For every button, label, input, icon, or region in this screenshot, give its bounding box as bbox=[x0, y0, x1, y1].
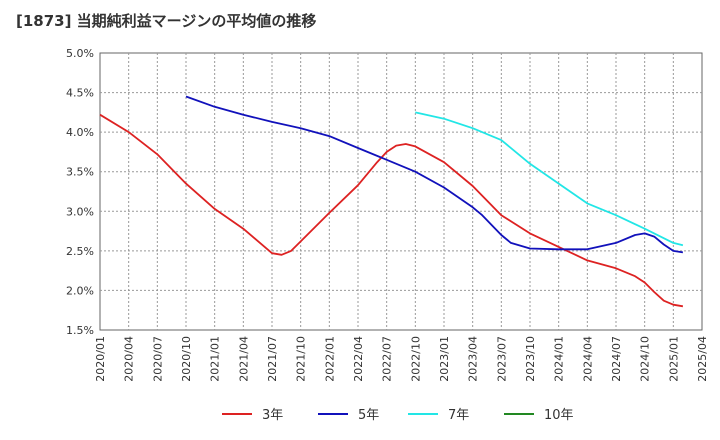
x-tick-label: 2023/01 bbox=[438, 336, 451, 382]
legend-label: 3年 bbox=[262, 408, 283, 423]
series-line bbox=[415, 111, 684, 247]
y-tick-label: 3.0% bbox=[66, 205, 94, 218]
y-tick-label: 2.5% bbox=[66, 245, 94, 258]
x-tick-label: 2023/10 bbox=[524, 336, 537, 382]
x-tick-label: 2022/04 bbox=[352, 336, 365, 382]
chart-title: [1873] 当期純利益マージンの平均値の推移 bbox=[16, 12, 316, 30]
legend-label: 5年 bbox=[358, 408, 379, 423]
x-tick-label: 2021/01 bbox=[209, 336, 222, 382]
y-tick-label: 2.0% bbox=[66, 284, 94, 297]
x-tick-label: 2024/07 bbox=[610, 336, 623, 382]
x-tick-label: 2022/01 bbox=[323, 336, 336, 382]
x-tick-label: 2022/07 bbox=[381, 336, 394, 382]
y-tick-label: 5.0% bbox=[66, 47, 94, 60]
x-tick-label: 2022/10 bbox=[409, 336, 422, 382]
grid-lines bbox=[100, 53, 702, 330]
x-tick-label: 2021/04 bbox=[237, 336, 250, 382]
x-tick-label: 2024/04 bbox=[581, 336, 594, 382]
x-tick-label: 2024/10 bbox=[639, 336, 652, 382]
plot-area bbox=[99, 52, 703, 331]
x-tick-label: 2021/10 bbox=[295, 336, 308, 382]
series-line bbox=[185, 95, 684, 254]
y-tick-label: 1.5% bbox=[66, 324, 94, 337]
legend-label: 7年 bbox=[448, 408, 469, 423]
y-tick-label: 4.5% bbox=[66, 87, 94, 100]
legend-label: 10年 bbox=[544, 408, 574, 423]
y-axis: 1.5% 2.0% 2.5% 3.0% 3.5% 4.0% 4.5% 5.0% bbox=[66, 47, 94, 337]
x-tick-label: 2020/04 bbox=[123, 336, 136, 382]
x-tick-label: 2025/04 bbox=[696, 336, 709, 382]
x-tick-label: 2023/04 bbox=[467, 336, 480, 382]
x-tick-label: 2020/01 bbox=[94, 336, 107, 382]
x-tick-label: 2020/10 bbox=[180, 336, 193, 382]
x-tick-label: 2024/01 bbox=[553, 336, 566, 382]
x-tick-label: 2025/01 bbox=[667, 336, 680, 382]
x-tick-label: 2021/07 bbox=[266, 336, 279, 382]
y-tick-label: 4.0% bbox=[66, 126, 94, 139]
series-line bbox=[99, 113, 684, 308]
x-tick-label: 2023/07 bbox=[495, 336, 508, 382]
legend: 3年 5年 7年 10年 bbox=[222, 408, 574, 423]
y-tick-label: 3.5% bbox=[66, 166, 94, 179]
x-tick-label: 2020/07 bbox=[151, 336, 164, 382]
series-lines bbox=[99, 95, 684, 308]
x-axis: 2020/01 2020/04 2020/07 2020/10 2021/01 2021/… bbox=[94, 336, 709, 382]
